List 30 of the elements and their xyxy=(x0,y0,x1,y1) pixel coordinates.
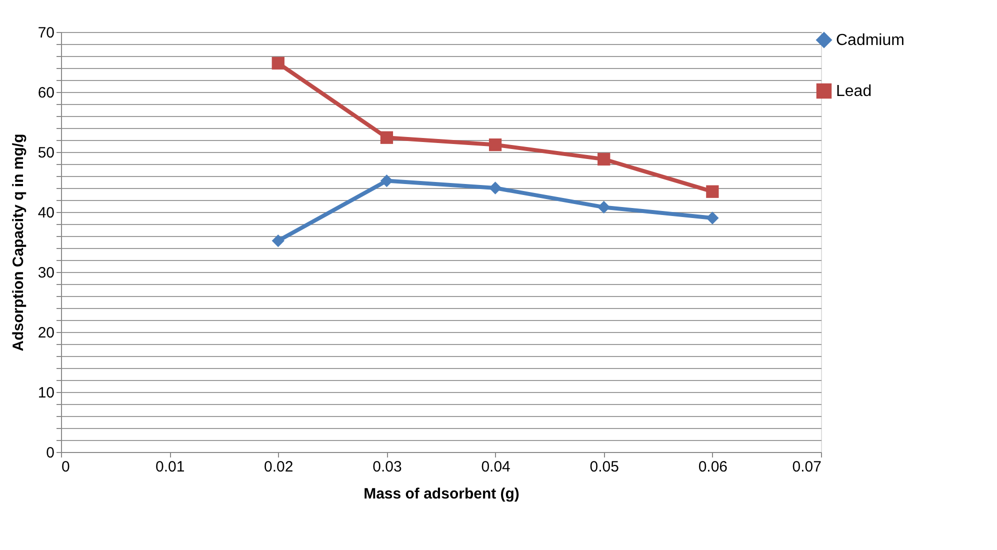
y-tick-label: 40 xyxy=(38,204,54,222)
point xyxy=(598,152,610,166)
y-tick-label: 20 xyxy=(38,324,54,342)
x-tick-label: 0.06 xyxy=(698,458,728,476)
legend-label: Lead xyxy=(836,83,872,100)
point xyxy=(488,138,502,152)
point xyxy=(706,212,719,224)
y-tick-label: 50 xyxy=(38,144,54,162)
point xyxy=(598,200,610,214)
point xyxy=(380,174,394,188)
y-tick-label: 0 xyxy=(46,444,54,462)
x-tick-label: 0.04 xyxy=(481,458,510,476)
point xyxy=(272,56,284,70)
x-axis-title: Mass of adsorbent (g) xyxy=(364,486,520,502)
x-tick-label: 0.02 xyxy=(264,458,294,476)
point xyxy=(380,131,394,144)
x-tick-label: 0.07 xyxy=(792,458,822,476)
legend-label: Cadmium xyxy=(836,32,904,49)
y-tick-label: 30 xyxy=(38,264,54,282)
x-tick-label: 0.01 xyxy=(155,458,185,476)
x-tick-label: 0 xyxy=(62,458,70,476)
point xyxy=(488,182,502,194)
point xyxy=(706,185,719,198)
y-tick-label: 70 xyxy=(38,24,54,42)
y-tick-label: 60 xyxy=(38,84,54,102)
x-tick-label: 0.05 xyxy=(590,458,619,476)
x-tick-label: 0.03 xyxy=(372,458,402,476)
y-tick-label: 10 xyxy=(38,384,54,402)
point xyxy=(272,234,284,248)
y-axis-title: Adsorption Capacity q in mg/g xyxy=(10,134,27,352)
